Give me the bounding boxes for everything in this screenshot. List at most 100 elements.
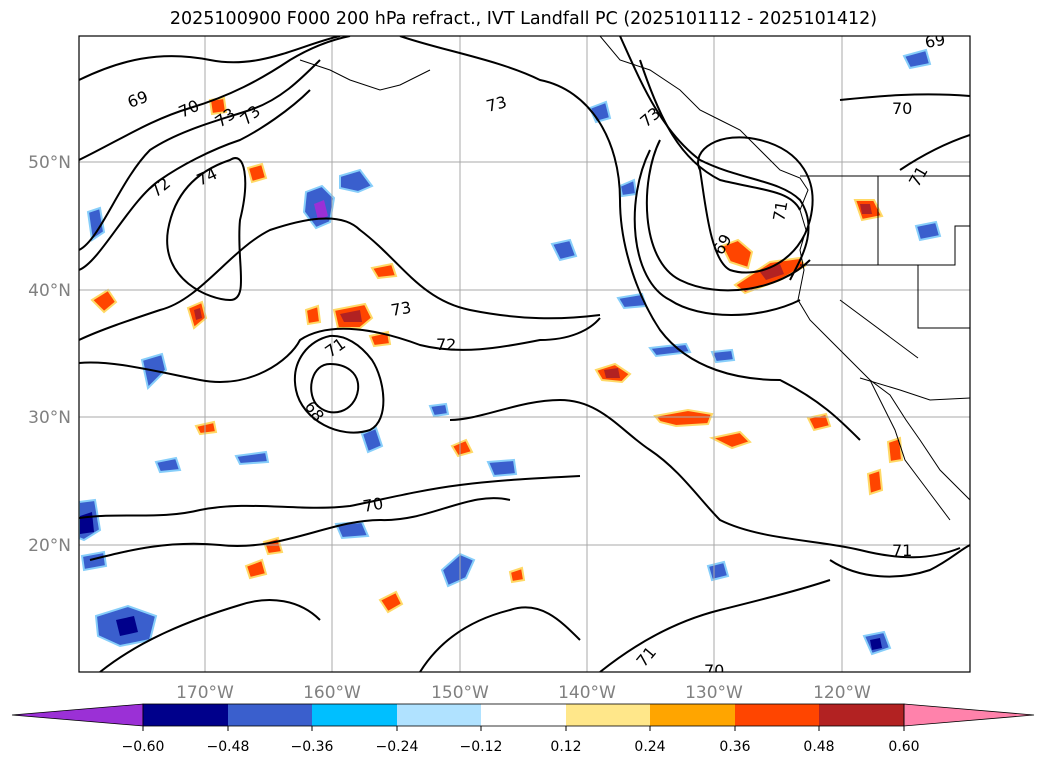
colorbar-tick-label: 0.60 [888,739,919,755]
anomaly-blob [508,566,526,584]
lat-label-50n: 50°N [28,153,71,173]
contour-label: 73 [389,298,412,320]
colorbar-tick-label: 0.24 [634,739,665,755]
map-title: 2025100900 F000 200 hPa refract., IVT La… [169,9,878,29]
colorbar-segment [650,704,735,726]
anomaly-blob [604,368,620,378]
colorbar-tick-label: −0.48 [207,739,250,755]
colorbar-tick-label: −0.24 [376,739,419,755]
lon-label-150w: 150°W [431,683,489,703]
anomaly-blob [720,238,754,270]
anomaly-blob [304,304,322,326]
anomaly-blob [709,430,752,450]
contour-line [79,217,601,341]
longitude-labels: 170°W 160°W 150°W 140°W 130°W 120°W [176,683,871,703]
colorbar-extension-high [903,703,1035,727]
colorbar-segment [143,704,228,726]
map-plot-area: 69 70 73 73 72 74 69 70 73 73 73 72 71 6… [79,30,970,680]
anomaly-blob [80,550,108,572]
state-border [917,265,970,329]
colorbar-frame [142,703,905,727]
contour-label: 70 [361,494,384,516]
anomaly-blob [806,412,832,432]
anomaly-blob [450,438,474,458]
contour-label: 70 [892,99,912,118]
anomaly-blob [902,48,932,70]
contour-line [633,149,801,316]
colorbar-segment [481,704,566,726]
colorbar-tick-label: −0.12 [460,739,503,755]
state-border [839,299,919,359]
contour-line [99,599,321,672]
colorbar-segment [312,704,397,726]
contour-line [89,497,511,561]
contour-line [697,136,814,274]
contour-line [79,89,311,271]
contour-label: 69 [923,30,946,52]
anomaly-blob [339,168,374,194]
contour-label: 72 [436,335,456,354]
contour-line [79,475,581,519]
contour-line [310,362,360,414]
anomaly-blob [440,552,476,588]
map-gridlines [79,36,970,672]
contour-line [639,59,801,211]
anomaly-blob [550,238,578,262]
contour-label: 71 [892,541,912,560]
anomaly-blob [86,206,106,242]
lon-label-120w: 120°W [813,683,871,703]
contour-line [419,606,581,672]
baja-coastline [869,379,951,521]
contour-line [619,36,810,281]
anomaly-blob [314,200,328,220]
anomaly-blob [710,348,736,364]
anomaly-blob [234,450,270,466]
contour-line [599,579,831,672]
latitude-labels: 50°N 40°N 30°N 20°N [28,153,71,556]
anomaly-blob [90,288,118,314]
colorbar-tick-label: −0.36 [291,739,334,755]
contour-label: 70 [704,661,724,680]
contour-label: 71 [769,199,791,222]
contour-line [166,157,247,302]
anomaly-blob [760,264,784,280]
contour-line [293,334,385,434]
lat-label-40n: 40°N [28,281,71,301]
anomaly-blob [914,220,942,242]
anomaly-blob [653,408,714,428]
lon-label-160w: 160°W [303,683,361,703]
lat-label-30n: 30°N [28,408,71,428]
lon-label-130w: 130°W [685,683,743,703]
contour-line [79,36,341,81]
anomaly-blob [886,436,904,464]
refractivity-contours [79,36,970,672]
contour-line [79,36,351,161]
anomaly-blob [860,204,872,214]
contour-line [899,134,970,171]
contour-line [79,317,601,383]
colorbar-tick-label: 0.48 [803,739,834,755]
us-mexico-border [859,377,970,401]
colorbar-segment [566,704,650,726]
aleutian-coastline [299,59,431,91]
lon-label-140w: 140°W [558,683,616,703]
colorbar-segment [228,704,312,726]
map-frame [78,35,971,673]
colorbar-tick-label: 0.12 [550,739,581,755]
contour-line [839,93,970,101]
contour-label: 73 [484,92,509,116]
anomaly-blob [870,638,882,650]
contour-line [79,59,321,251]
contour-line [645,139,811,292]
anomaly-blob [194,420,218,436]
colorbar-segment [397,704,481,726]
contour-line [399,36,861,441]
colorbar-segment [735,704,819,726]
anomaly-blob [866,468,884,496]
anomaly-blob [378,590,404,614]
anomaly-blob [244,558,268,580]
colorbar-tick-label: 0.36 [719,739,750,755]
contour-line [829,544,970,578]
anomaly-blob [116,616,138,636]
